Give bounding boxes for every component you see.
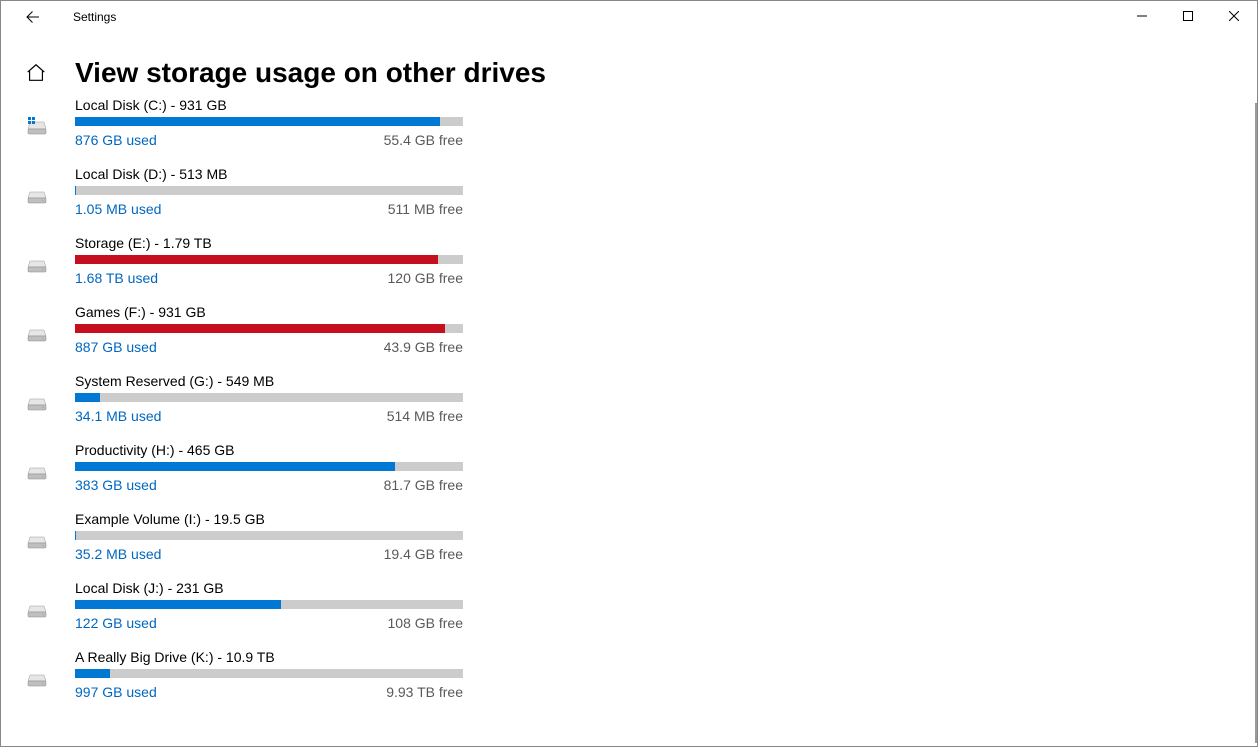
minimize-button[interactable] <box>1119 1 1165 31</box>
titlebar: Settings <box>1 1 1257 33</box>
app-title: Settings <box>73 10 116 24</box>
home-icon[interactable] <box>25 62 47 84</box>
back-button[interactable] <box>13 1 53 33</box>
minimize-icon <box>1137 11 1147 21</box>
drive-icon <box>25 529 49 553</box>
drive-name: System Reserved (G:) - 549 MB <box>75 373 463 389</box>
drive-info: System Reserved (G:) - 549 MB 34.1 MB use… <box>75 373 463 424</box>
close-icon <box>1229 11 1239 21</box>
maximize-button[interactable] <box>1165 1 1211 31</box>
drive-usage-bar <box>75 462 463 471</box>
page-title: View storage usage on other drives <box>75 57 546 89</box>
close-button[interactable] <box>1211 1 1257 31</box>
drive-usage-bar <box>75 393 463 402</box>
scrollbar-thumb[interactable] <box>1255 103 1257 743</box>
drive-usage-bar-fill <box>75 393 100 402</box>
drive-free-text: 43.9 GB free <box>384 339 463 355</box>
drive-row[interactable]: System Reserved (G:) - 549 MB 34.1 MB use… <box>25 373 1257 424</box>
drive-usage-bar-fill <box>75 669 110 678</box>
drive-usage-bar <box>75 669 463 678</box>
drive-stats: 35.2 MB used 19.4 GB free <box>75 546 463 562</box>
drive-stats: 876 GB used 55.4 GB free <box>75 132 463 148</box>
drive-free-text: 511 MB free <box>388 201 463 217</box>
drive-info: Games (F:) - 931 GB 887 GB used 43.9 GB fr… <box>75 304 463 355</box>
window-controls <box>1119 1 1257 31</box>
drives-list: Local Disk (C:) - 931 GB 876 GB used 55.4 … <box>1 97 1257 700</box>
drive-row[interactable]: Local Disk (C:) - 931 GB 876 GB used 55.4 … <box>25 97 1257 148</box>
drive-free-text: 108 GB free <box>388 615 464 631</box>
drive-usage-bar-fill <box>75 462 395 471</box>
drive-icon <box>25 667 49 691</box>
drive-used-text: 887 GB used <box>75 339 157 355</box>
drive-used-text: 1.68 TB used <box>75 270 158 286</box>
maximize-icon <box>1183 11 1193 21</box>
drive-usage-bar <box>75 600 463 609</box>
drive-name: Local Disk (C:) - 931 GB <box>75 97 463 113</box>
drive-name: Local Disk (D:) - 513 MB <box>75 166 463 182</box>
drive-icon <box>25 253 49 277</box>
drive-info: Local Disk (D:) - 513 MB 1.05 MB used 511 … <box>75 166 463 217</box>
drive-free-text: 55.4 GB free <box>384 132 463 148</box>
drive-free-text: 19.4 GB free <box>384 546 463 562</box>
drive-icon <box>25 460 49 484</box>
drive-row[interactable]: Example Volume (I:) - 19.5 GB 35.2 MB use… <box>25 511 1257 562</box>
drive-usage-bar <box>75 186 463 195</box>
drive-used-text: 997 GB used <box>75 684 157 700</box>
drive-usage-bar <box>75 531 463 540</box>
drive-used-text: 34.1 MB used <box>75 408 161 424</box>
drive-info: A Really Big Drive (K:) - 10.9 TB 997 GB … <box>75 649 463 700</box>
system-drive-icon <box>25 115 49 139</box>
arrow-left-icon <box>25 9 41 25</box>
drive-stats: 997 GB used 9.93 TB free <box>75 684 463 700</box>
drive-name: Local Disk (J:) - 231 GB <box>75 580 463 596</box>
page-header: View storage usage on other drives <box>1 57 1257 89</box>
drive-row[interactable]: Productivity (H:) - 465 GB 383 GB used 81.… <box>25 442 1257 493</box>
drive-name: Productivity (H:) - 465 GB <box>75 442 463 458</box>
drive-free-text: 514 MB free <box>387 408 463 424</box>
drive-row[interactable]: Games (F:) - 931 GB 887 GB used 43.9 GB fr… <box>25 304 1257 355</box>
drive-usage-bar-fill <box>75 531 76 540</box>
drive-used-text: 122 GB used <box>75 615 157 631</box>
drive-name: A Really Big Drive (K:) - 10.9 TB <box>75 649 463 665</box>
drive-name: Storage (E:) - 1.79 TB <box>75 235 463 251</box>
drive-stats: 1.05 MB used 511 MB free <box>75 201 463 217</box>
drive-row[interactable]: Storage (E:) - 1.79 TB 1.68 TB used 120 GB… <box>25 235 1257 286</box>
drive-used-text: 876 GB used <box>75 132 157 148</box>
drive-icon <box>25 391 49 415</box>
drive-usage-bar-fill <box>75 117 440 126</box>
drive-icon <box>25 184 49 208</box>
drive-usage-bar <box>75 117 463 126</box>
drive-usage-bar-fill <box>75 324 445 333</box>
drive-info: Example Volume (I:) - 19.5 GB 35.2 MB use… <box>75 511 463 562</box>
drive-usage-bar <box>75 324 463 333</box>
drive-stats: 383 GB used 81.7 GB free <box>75 477 463 493</box>
drive-used-text: 1.05 MB used <box>75 201 161 217</box>
drive-name: Games (F:) - 931 GB <box>75 304 463 320</box>
drive-stats: 122 GB used 108 GB free <box>75 615 463 631</box>
drive-info: Local Disk (C:) - 931 GB 876 GB used 55.4 … <box>75 97 463 148</box>
drive-stats: 1.68 TB used 120 GB free <box>75 270 463 286</box>
drive-name: Example Volume (I:) - 19.5 GB <box>75 511 463 527</box>
scrollbar-track[interactable] <box>1255 33 1257 745</box>
drive-stats: 34.1 MB used 514 MB free <box>75 408 463 424</box>
drive-stats: 887 GB used 43.9 GB free <box>75 339 463 355</box>
drive-free-text: 120 GB free <box>388 270 464 286</box>
drive-icon <box>25 322 49 346</box>
drive-info: Local Disk (J:) - 231 GB 122 GB used 108 G… <box>75 580 463 631</box>
drive-row[interactable]: Local Disk (J:) - 231 GB 122 GB used 108 G… <box>25 580 1257 631</box>
drive-free-text: 9.93 TB free <box>386 684 463 700</box>
drive-info: Storage (E:) - 1.79 TB 1.68 TB used 120 GB… <box>75 235 463 286</box>
drive-usage-bar-fill <box>75 255 438 264</box>
drive-info: Productivity (H:) - 465 GB 383 GB used 81.… <box>75 442 463 493</box>
drive-used-text: 383 GB used <box>75 477 157 493</box>
drive-icon <box>25 598 49 622</box>
drive-usage-bar <box>75 255 463 264</box>
drive-row[interactable]: Local Disk (D:) - 513 MB 1.05 MB used 511 … <box>25 166 1257 217</box>
drive-usage-bar-fill <box>75 186 76 195</box>
drive-usage-bar-fill <box>75 600 281 609</box>
drive-used-text: 35.2 MB used <box>75 546 161 562</box>
drive-row[interactable]: A Really Big Drive (K:) - 10.9 TB 997 GB … <box>25 649 1257 700</box>
drive-free-text: 81.7 GB free <box>384 477 463 493</box>
